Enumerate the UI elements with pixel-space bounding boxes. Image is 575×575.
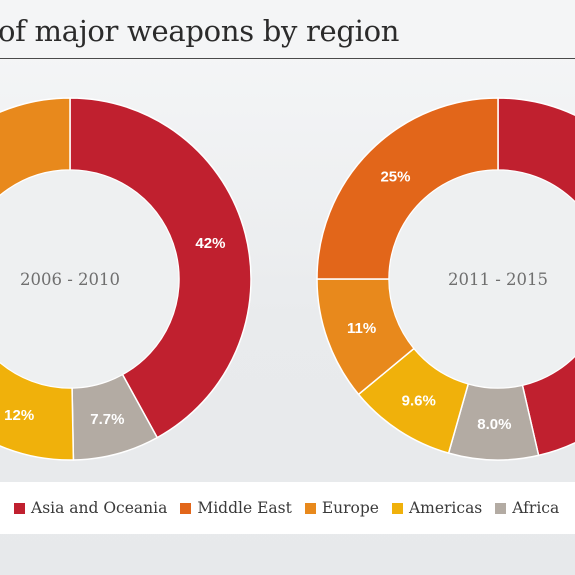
donut-chart-2006-2010: 42% 7.7% 12% 2006 - 2010 — [0, 97, 252, 461]
legend-label: Africa — [512, 499, 560, 517]
legend-swatch — [180, 502, 192, 514]
legend-swatch — [14, 502, 25, 514]
legend-label: Asia and Oceania — [31, 499, 168, 517]
slice-label-africa: 7.7% — [90, 411, 124, 428]
period-label: 2011 - 2015 — [448, 270, 548, 289]
slice-label-americas: 12% — [4, 407, 34, 424]
legend-panel — [0, 482, 575, 534]
slice-label-africa: 8.0% — [477, 416, 511, 433]
legend-label: Europe — [321, 499, 379, 517]
legend-swatch — [495, 502, 507, 514]
slice-label-middle-east: 25% — [380, 168, 410, 185]
slice-label-asia-and-oceania: 42% — [195, 235, 225, 252]
legend-label: Americas — [408, 499, 483, 517]
legend-item-asia-and-oceania: Asia and Oceania — [14, 499, 167, 517]
legend-label: Middle East — [197, 499, 292, 517]
slice-asia-and-oceania — [69, 97, 252, 439]
legend-swatch — [391, 502, 403, 514]
slice-label-europe: 11% — [347, 320, 376, 337]
legend-item-middle-east: Middle East — [180, 499, 292, 517]
chart-title: of major weapons by region — [0, 14, 400, 48]
legend-item-africa: Africa — [495, 499, 559, 517]
slice-middle-east — [316, 97, 499, 280]
slice-label-americas: 9.6% — [402, 392, 436, 409]
slice-americas — [0, 361, 75, 461]
legend: Asia and Oceania Middle East Europe America… — [14, 496, 572, 520]
title-bar: of major weapons by region — [0, 0, 575, 59]
legend-item-europe: Europe — [304, 499, 379, 517]
slice-europe — [0, 97, 71, 197]
legend-item-americas: Americas — [391, 499, 483, 517]
donut-chart-2011-2015: 8.0% 9.6% 11% 25% 2011 - 2015 — [316, 97, 575, 461]
legend-swatch — [304, 502, 316, 514]
donut-hole — [389, 170, 575, 388]
period-label: 2006 - 2010 — [20, 270, 120, 289]
donut-hole — [0, 170, 179, 388]
